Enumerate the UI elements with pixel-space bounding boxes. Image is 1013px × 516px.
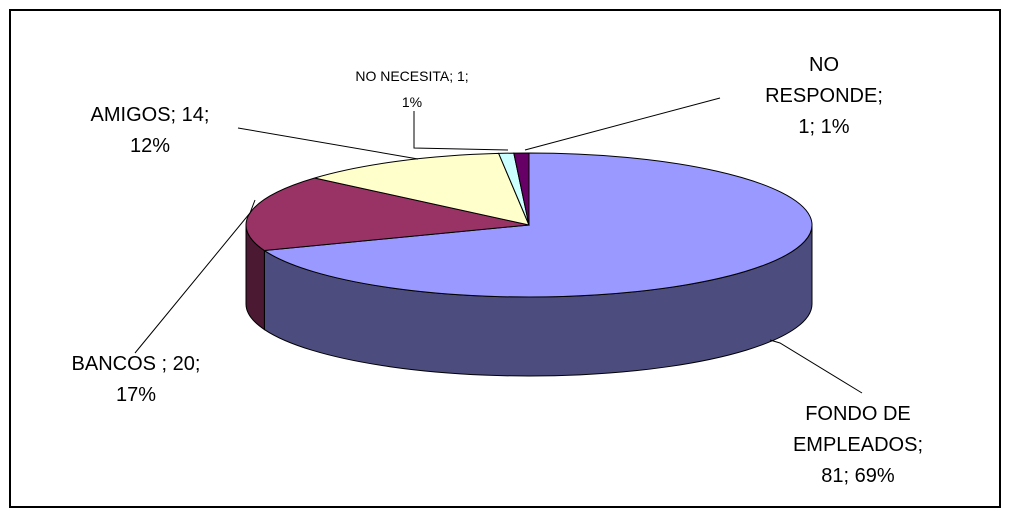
leader-line-no-responde (524, 97, 721, 151)
data-label-line: 1% (402, 94, 422, 110)
data-label-line: FONDO DE (805, 403, 911, 425)
data-label-line: NO NECESITA; 1; (355, 68, 468, 84)
data-label-line: RESPONDE; (765, 85, 883, 107)
data-label-no-responde: NO RESPONDE; 1; 1% (765, 54, 883, 138)
data-label-line: 12% (130, 135, 170, 157)
data-label-line: NO (809, 54, 839, 76)
leader-line-amigos (237, 127, 419, 160)
data-label-fondo-de-empleados: FONDO DE EMPLEADOS; 81; 69% (793, 403, 923, 487)
leader-line-bancos (134, 199, 256, 354)
slice-no-responde (513, 152, 530, 226)
data-label-line: 81; 69% (821, 465, 895, 487)
data-label-line: 1; 1% (798, 116, 849, 138)
pie-tops (245, 152, 813, 298)
data-label-amigos: AMIGOS; 14; 12% (91, 104, 210, 157)
data-label-bancos: BANCOS ; 20; 17% (72, 353, 201, 406)
data-label-no-necesita: NO NECESITA; 1; 1% (355, 68, 468, 110)
data-label-line: AMIGOS; 14; (91, 104, 210, 126)
leader-lines (134, 97, 863, 394)
data-label-line: 17% (116, 384, 156, 406)
data-label-line: EMPLEADOS; (793, 434, 923, 456)
leader-line-no-necesita (413, 111, 509, 151)
slice-labels: FONDO DE EMPLEADOS; 81; 69% BANCOS ; 20; 17%… (72, 54, 923, 487)
slice-fondo-de-empleados (262, 152, 813, 298)
leader-line-fondo-de-empleados (769, 339, 863, 394)
slice-amigos (314, 152, 530, 226)
data-label-line: BANCOS ; 20; (72, 353, 201, 375)
